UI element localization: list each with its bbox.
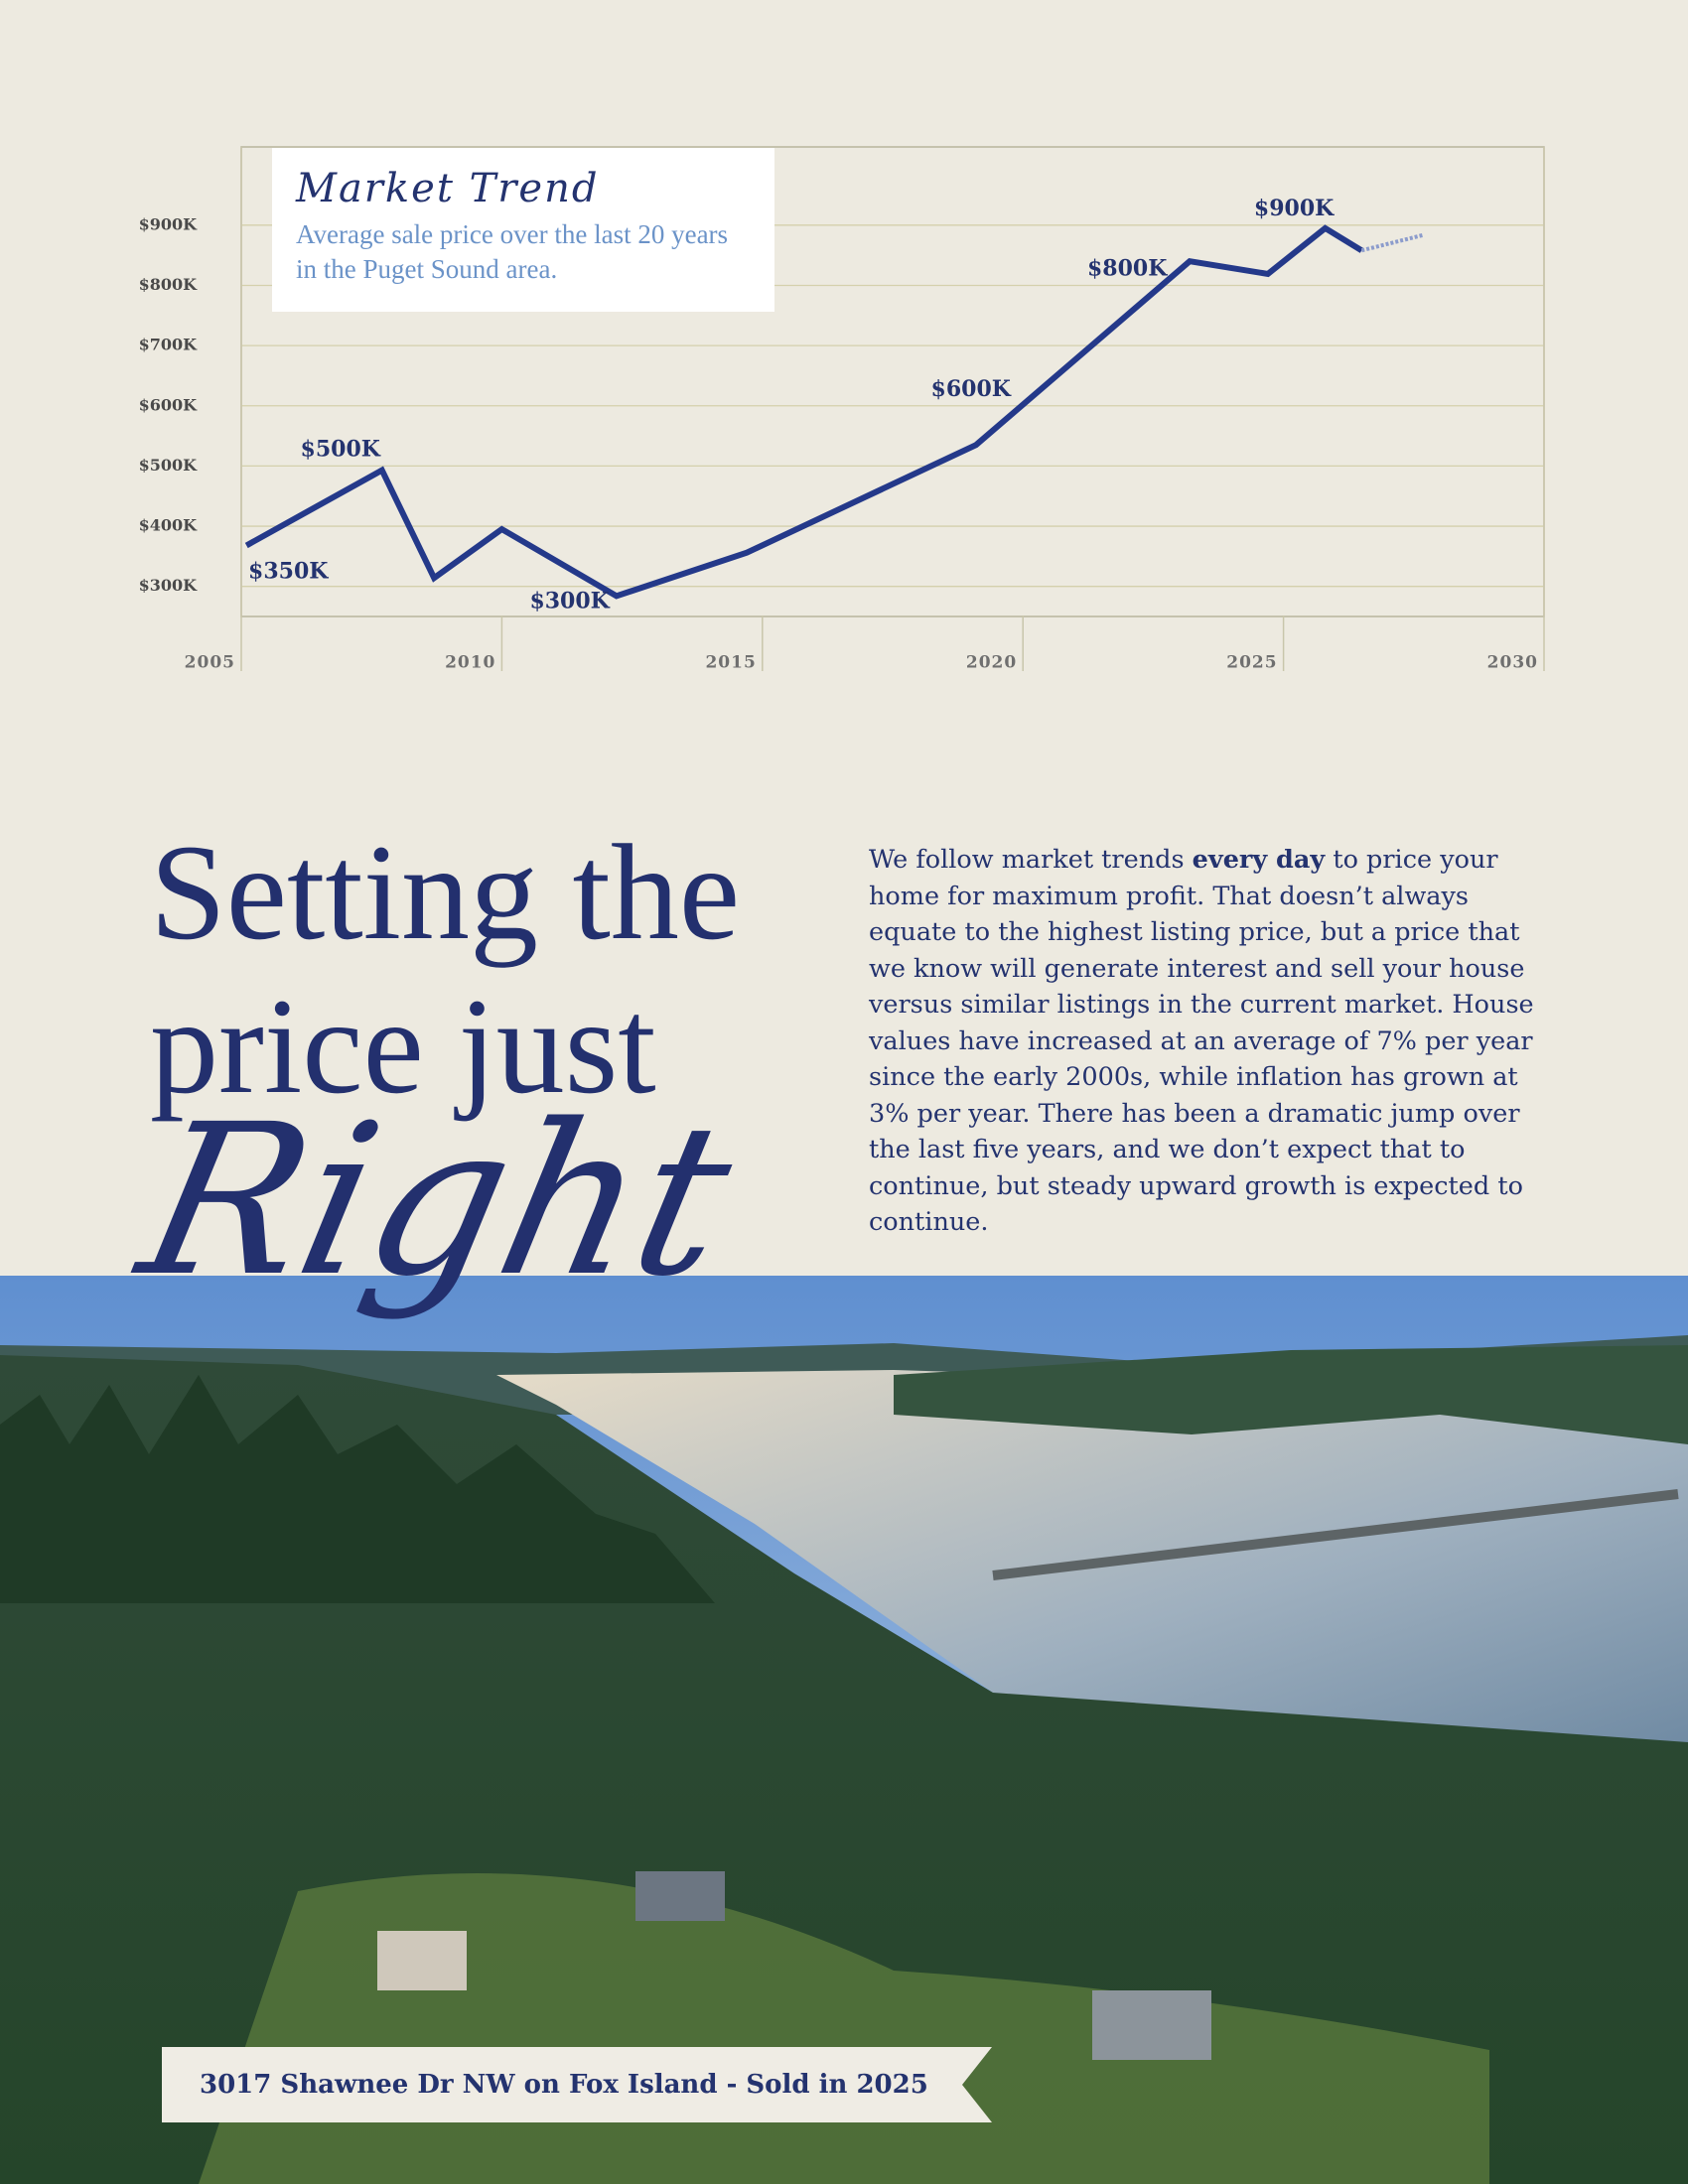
house [635, 1871, 725, 1921]
y-tick-label: $500K [139, 456, 199, 475]
y-tick-label: $600K [139, 395, 199, 414]
data-label: $350K [248, 558, 329, 584]
house [377, 1931, 467, 1990]
caption: 3017 Shawnee Dr NW on Fox Island - Sold … [200, 2070, 928, 2100]
treeline [0, 1375, 715, 1603]
y-tick-label: $900K [139, 214, 199, 233]
chart: $300K $400K $500K $600K $700K $800K $900K 2005 2… [139, 146, 1545, 673]
far-shore [894, 1345, 1688, 1444]
chart-title: Market Trend [296, 166, 600, 211]
line [1360, 232, 1425, 253]
text: to price your home for maximum profit. T… [869, 845, 1534, 1237]
x-tick-label: 2010 [445, 653, 495, 673]
headline: Setting the [150, 816, 741, 968]
bridge [992, 1489, 1679, 1580]
y-tick-label: $800K [139, 275, 199, 294]
x-tick-label: 2015 [705, 653, 756, 673]
data-label: $600K [931, 376, 1012, 402]
x-tick-label: 2020 [966, 653, 1017, 673]
body-text: We follow market trends every day to pri… [869, 842, 1554, 1241]
line [244, 224, 1363, 600]
y-tick-label: $700K [139, 336, 199, 354]
house [1092, 1990, 1211, 2060]
emphasis: every day [1192, 845, 1326, 875]
chart-legend-box: Market Trend Average sale price over the… [272, 148, 774, 312]
data-label: $800K [1087, 255, 1168, 281]
caption-shape [162, 2047, 992, 2122]
data-label: $900K [1254, 196, 1335, 221]
text: We follow market trends [869, 845, 1193, 875]
x-tick-label: 2025 [1226, 653, 1277, 673]
data-label: $500K [301, 436, 381, 462]
x-tick-label: 2030 [1487, 653, 1538, 673]
y-tick-label: $400K [139, 516, 199, 535]
headline: price just [150, 970, 656, 1122]
data-label: $300K [529, 589, 610, 614]
caption-banner: 3017 Shawnee Dr NW on Fox Island - Sold … [162, 2047, 992, 2122]
y-tick-label: $300K [139, 576, 199, 595]
chart-subtitle: Average sale price over the last 20 year… [296, 219, 729, 284]
headline-script: Right [123, 1079, 751, 1322]
x-tick-label: 2005 [185, 653, 235, 673]
